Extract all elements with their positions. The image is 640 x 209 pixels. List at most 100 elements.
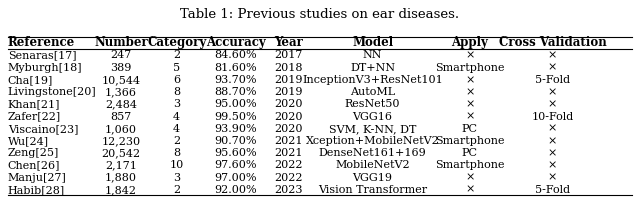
- Text: 90.70%: 90.70%: [214, 136, 257, 146]
- Text: 8: 8: [173, 148, 180, 158]
- Text: 97.00%: 97.00%: [214, 173, 257, 183]
- Text: 2,484: 2,484: [105, 99, 137, 109]
- Text: 1,842: 1,842: [105, 185, 137, 195]
- Text: ×: ×: [465, 75, 474, 85]
- Text: PC: PC: [461, 148, 477, 158]
- Text: ×: ×: [548, 63, 557, 73]
- Text: 10,544: 10,544: [101, 75, 140, 85]
- Text: ×: ×: [548, 50, 557, 60]
- Text: Myburgh[18]: Myburgh[18]: [8, 63, 83, 73]
- Text: Cha[19]: Cha[19]: [8, 75, 53, 85]
- Text: Zafer[22]: Zafer[22]: [8, 112, 61, 121]
- Text: 4: 4: [173, 124, 180, 134]
- Text: MobileNetV2: MobileNetV2: [335, 160, 410, 170]
- Text: 5-Fold: 5-Fold: [535, 185, 570, 195]
- Text: 97.60%: 97.60%: [214, 160, 257, 170]
- Text: Year: Year: [274, 36, 303, 49]
- Text: Smartphone: Smartphone: [435, 160, 504, 170]
- Text: SVM, K-NN, DT: SVM, K-NN, DT: [329, 124, 416, 134]
- Text: Smartphone: Smartphone: [435, 136, 504, 146]
- Text: 5-Fold: 5-Fold: [535, 75, 570, 85]
- Text: Apply: Apply: [451, 36, 488, 49]
- Text: 2022: 2022: [274, 160, 302, 170]
- Text: ×: ×: [548, 173, 557, 183]
- Text: 88.70%: 88.70%: [214, 87, 257, 97]
- Text: 2019: 2019: [274, 75, 302, 85]
- Text: ×: ×: [548, 148, 557, 158]
- Text: 84.60%: 84.60%: [214, 50, 257, 60]
- Text: DenseNet161+169: DenseNet161+169: [319, 148, 426, 158]
- Text: 1,366: 1,366: [105, 87, 137, 97]
- Text: ×: ×: [465, 50, 474, 60]
- Text: ResNet50: ResNet50: [345, 99, 401, 109]
- Text: 5: 5: [173, 63, 180, 73]
- Text: 92.00%: 92.00%: [214, 185, 257, 195]
- Text: 2020: 2020: [274, 99, 302, 109]
- Text: 247: 247: [110, 50, 131, 60]
- Text: 1,880: 1,880: [105, 173, 137, 183]
- Text: Vision Transformer: Vision Transformer: [318, 185, 427, 195]
- Text: 2,171: 2,171: [105, 160, 137, 170]
- Text: VGG19: VGG19: [353, 173, 392, 183]
- Text: 1,060: 1,060: [105, 124, 137, 134]
- Text: 2: 2: [173, 185, 180, 195]
- Text: 2020: 2020: [274, 124, 302, 134]
- Text: 4: 4: [173, 112, 180, 121]
- Text: 93.70%: 93.70%: [214, 75, 257, 85]
- Text: 2022: 2022: [274, 173, 302, 183]
- Text: Category: Category: [147, 36, 206, 49]
- Text: Livingstone[20]: Livingstone[20]: [8, 87, 97, 97]
- Text: 93.90%: 93.90%: [214, 124, 257, 134]
- Text: Model: Model: [352, 36, 393, 49]
- Text: 8: 8: [173, 87, 180, 97]
- Text: Number: Number: [94, 36, 148, 49]
- Text: ×: ×: [548, 124, 557, 134]
- Text: Xception+MobileNetV2: Xception+MobileNetV2: [306, 136, 440, 146]
- Text: Manju[27]: Manju[27]: [8, 173, 67, 183]
- Text: Zeng[25]: Zeng[25]: [8, 148, 59, 158]
- Text: VGG16: VGG16: [353, 112, 392, 121]
- Text: Table 1: Previous studies on ear diseases.: Table 1: Previous studies on ear disease…: [180, 8, 460, 20]
- Text: ×: ×: [548, 160, 557, 170]
- Text: Senaras[17]: Senaras[17]: [8, 50, 76, 60]
- Text: AutoML: AutoML: [350, 87, 395, 97]
- Text: 10-Fold: 10-Fold: [531, 112, 573, 121]
- Text: 389: 389: [110, 63, 132, 73]
- Text: Khan[21]: Khan[21]: [8, 99, 60, 109]
- Text: 2018: 2018: [274, 63, 302, 73]
- Text: Chen[26]: Chen[26]: [8, 160, 60, 170]
- Text: 2017: 2017: [274, 50, 302, 60]
- Text: 20,542: 20,542: [101, 148, 140, 158]
- Text: ×: ×: [465, 87, 474, 97]
- Text: 10: 10: [170, 160, 184, 170]
- Text: 3: 3: [173, 99, 180, 109]
- Text: 2021: 2021: [274, 136, 302, 146]
- Text: ×: ×: [465, 99, 474, 109]
- Text: InceptionV3+ResNet101: InceptionV3+ResNet101: [302, 75, 443, 85]
- Text: 2: 2: [173, 136, 180, 146]
- Text: 12,230: 12,230: [101, 136, 140, 146]
- Text: Viscaino[23]: Viscaino[23]: [8, 124, 78, 134]
- Text: Wu[24]: Wu[24]: [8, 136, 49, 146]
- Text: ×: ×: [548, 87, 557, 97]
- Text: 2020: 2020: [274, 112, 302, 121]
- Text: ×: ×: [465, 185, 474, 195]
- Text: 2019: 2019: [274, 87, 302, 97]
- Text: ×: ×: [465, 112, 474, 121]
- Text: 81.60%: 81.60%: [214, 63, 257, 73]
- Text: 6: 6: [173, 75, 180, 85]
- Text: 2021: 2021: [274, 148, 302, 158]
- Text: 95.00%: 95.00%: [214, 99, 257, 109]
- Text: Cross Validation: Cross Validation: [499, 36, 607, 49]
- Text: 99.50%: 99.50%: [214, 112, 257, 121]
- Text: Reference: Reference: [8, 36, 75, 49]
- Text: ×: ×: [548, 136, 557, 146]
- Text: 2023: 2023: [274, 185, 302, 195]
- Text: 2: 2: [173, 50, 180, 60]
- Text: ×: ×: [548, 99, 557, 109]
- Text: 95.60%: 95.60%: [214, 148, 257, 158]
- Text: NN: NN: [363, 50, 382, 60]
- Text: 857: 857: [110, 112, 131, 121]
- Text: DT+NN: DT+NN: [350, 63, 395, 73]
- Text: Habib[28]: Habib[28]: [8, 185, 65, 195]
